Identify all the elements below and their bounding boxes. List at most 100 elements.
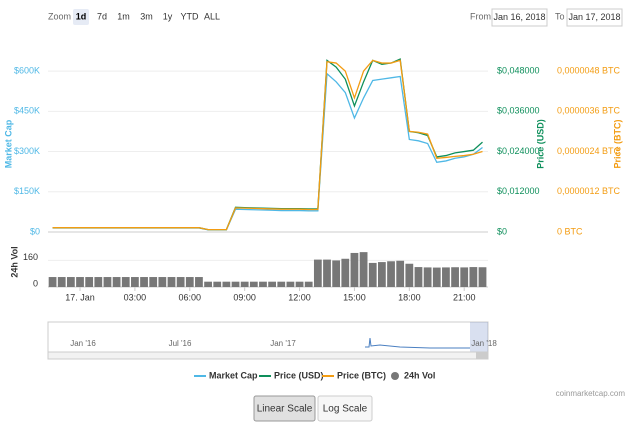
from-label: From bbox=[470, 11, 491, 21]
y3-axis-title: Price (BTC) bbox=[612, 119, 622, 168]
zoom-button-bg bbox=[73, 9, 89, 25]
volume-bar bbox=[48, 277, 57, 287]
volume-bar bbox=[295, 281, 304, 287]
volume-bar bbox=[240, 281, 249, 287]
x-tick-label: 12:00 bbox=[288, 292, 311, 302]
credit: coinmarketcap.com bbox=[556, 389, 626, 398]
volume-bar bbox=[405, 263, 414, 287]
zoom-button[interactable]: 1d bbox=[73, 9, 89, 25]
zoom-label: Zoom bbox=[48, 11, 71, 21]
scale-button-label: Linear Scale bbox=[257, 404, 313, 415]
zoom-button[interactable]: YTD bbox=[180, 9, 200, 25]
volume-bar bbox=[195, 277, 203, 287]
volume-bar bbox=[460, 267, 469, 287]
volume-bar bbox=[167, 277, 176, 287]
volume-bar bbox=[368, 262, 377, 287]
y2-tick-label: $0,036000 bbox=[497, 106, 540, 116]
zoom-button[interactable]: 7d bbox=[95, 9, 109, 25]
zoom-button-label: 1y bbox=[163, 11, 173, 21]
scrollbar[interactable] bbox=[47, 351, 489, 360]
y3-tick-label: 0,0000048 BTC bbox=[557, 65, 621, 75]
volume-bar bbox=[423, 267, 432, 287]
x-tick-label: 03:00 bbox=[124, 292, 147, 302]
volume-bar bbox=[268, 281, 277, 287]
y-tick-label: $450K bbox=[14, 106, 40, 116]
volume-bar bbox=[332, 260, 341, 287]
zoom-button-label: 1m bbox=[117, 11, 130, 21]
navigator-label: Jan '17 bbox=[270, 339, 296, 348]
volume-bar bbox=[112, 277, 121, 287]
volume-bar bbox=[213, 281, 222, 287]
scrollbar-thumb[interactable] bbox=[476, 352, 488, 359]
zoom-button[interactable]: 1m bbox=[116, 9, 131, 25]
legend-item[interactable]: 24h Vol bbox=[391, 370, 435, 380]
volume-bar bbox=[103, 277, 112, 287]
legend-item[interactable]: Price (BTC) bbox=[322, 370, 386, 380]
zoom-button[interactable]: 3m bbox=[139, 9, 154, 25]
volume-bar bbox=[286, 281, 295, 287]
y4-tick-label: 160 bbox=[23, 252, 38, 262]
y4-axis-title: 24h Vol bbox=[9, 246, 19, 277]
y2-tick-label: $0,012000 bbox=[497, 186, 540, 196]
zoom-button[interactable]: 1y bbox=[161, 9, 174, 25]
y2-tick-label: $0,024000 bbox=[497, 146, 540, 156]
volume-bar bbox=[222, 281, 231, 287]
scale-button-bg bbox=[317, 395, 373, 422]
legend-item[interactable]: Price (USD) bbox=[259, 370, 324, 380]
zoom-button[interactable]: ALL bbox=[203, 9, 221, 25]
volume-bar bbox=[451, 267, 459, 287]
volume-bar bbox=[378, 262, 386, 287]
y3-tick-label: 0,0000036 BTC bbox=[557, 106, 621, 116]
scale-button[interactable]: Log Scale bbox=[317, 395, 373, 422]
volume-bar bbox=[469, 267, 478, 287]
volume-bar bbox=[231, 281, 240, 287]
to-date: Jan 17, 2018 bbox=[568, 12, 620, 22]
zoom-button-label: 3m bbox=[140, 11, 153, 21]
legend-label: 24h Vol bbox=[404, 370, 435, 380]
series-line bbox=[52, 58, 483, 231]
y4-tick-label: 0 bbox=[33, 278, 38, 288]
volume-bar bbox=[387, 261, 395, 287]
scale-button-label: Log Scale bbox=[323, 404, 368, 415]
to-input[interactable] bbox=[566, 8, 623, 27]
from-input[interactable] bbox=[491, 8, 548, 27]
to-label: To bbox=[555, 11, 565, 21]
volume-bar bbox=[277, 281, 286, 287]
y2-axis-title: Price (USD) bbox=[535, 119, 545, 169]
volume-bar bbox=[442, 267, 450, 287]
volume-bar bbox=[478, 267, 487, 287]
y-axis-title: Market Cap bbox=[3, 119, 13, 168]
volume-bar bbox=[249, 281, 258, 287]
volume-bar bbox=[176, 277, 185, 287]
volume-bar bbox=[341, 258, 350, 287]
series-line bbox=[52, 59, 483, 231]
legend-label: Price (USD) bbox=[274, 370, 324, 380]
volume-bar bbox=[94, 277, 103, 287]
navigator-mask bbox=[470, 322, 488, 352]
volume-bar bbox=[304, 281, 313, 287]
volume-bar bbox=[185, 277, 194, 287]
volume-bar bbox=[313, 259, 322, 287]
x-tick-label: 15:00 bbox=[343, 292, 366, 302]
x-tick-label: 09:00 bbox=[233, 292, 256, 302]
legend-item[interactable]: Market Cap bbox=[194, 370, 258, 380]
navigator-label: Jan '18 bbox=[471, 339, 497, 348]
volume-bar bbox=[158, 277, 167, 287]
from-date: Jan 16, 2018 bbox=[493, 12, 545, 22]
scale-button-bg bbox=[253, 395, 316, 422]
volume-bar bbox=[359, 252, 368, 287]
volume-bar bbox=[432, 267, 441, 287]
x-tick-label: 17. Jan bbox=[65, 292, 95, 302]
volume-bar bbox=[414, 267, 423, 287]
navigator-line bbox=[365, 337, 470, 349]
volume-bar bbox=[140, 277, 148, 287]
legend-symbol bbox=[391, 372, 399, 380]
zoom-button-label: 1d bbox=[76, 11, 87, 21]
navigator-label: Jul '16 bbox=[169, 339, 192, 348]
zoom-button-label: ALL bbox=[204, 11, 220, 21]
scale-button[interactable]: Linear Scale bbox=[253, 395, 316, 422]
volume-bar bbox=[259, 281, 267, 287]
